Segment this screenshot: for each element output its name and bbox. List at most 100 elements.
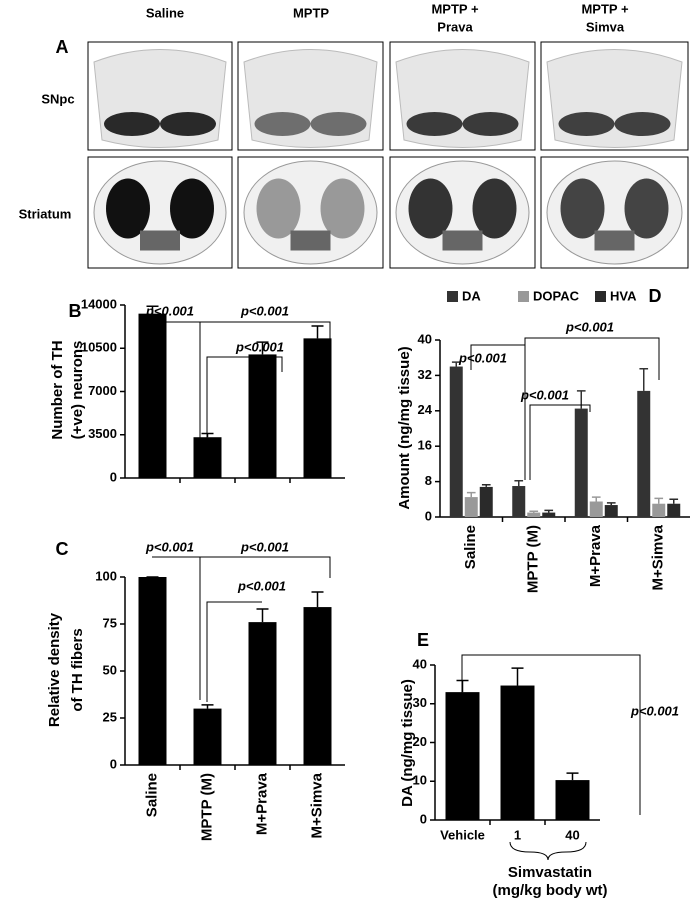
significance-bracket xyxy=(461,654,641,815)
annotation: p<0.001 xyxy=(240,303,289,318)
bar xyxy=(652,503,666,517)
significance-bracket xyxy=(524,337,660,380)
snpc xyxy=(310,112,367,136)
error-bar xyxy=(146,305,159,314)
striatum xyxy=(320,178,365,239)
snpc xyxy=(160,112,216,136)
y-axis-label: Number of TH xyxy=(49,340,66,439)
bar xyxy=(303,607,332,765)
snpc xyxy=(104,112,160,136)
annotation: p<0.001 xyxy=(240,539,289,554)
column-header: MPTP + xyxy=(581,1,628,16)
row-label: SNpc xyxy=(41,91,74,106)
snpc xyxy=(614,112,671,136)
annotation: p<0.001 xyxy=(458,350,507,365)
striatum xyxy=(560,178,605,239)
row-label: Striatum xyxy=(19,206,72,221)
panel-label: B xyxy=(69,301,82,321)
x-axis-label: Simvastatin xyxy=(508,864,592,881)
bar xyxy=(527,512,541,517)
error-bar xyxy=(256,608,269,623)
x-tick-label: MPTP (M) xyxy=(525,525,542,593)
y-tick-label: 0 xyxy=(110,469,117,484)
bar xyxy=(193,708,222,765)
legend-label: DOPAC xyxy=(533,288,580,303)
y-axis-label: (+ve) neurons xyxy=(69,341,86,440)
column-header: Saline xyxy=(146,5,184,20)
y-tick-label: 30 xyxy=(413,695,427,710)
x-tick-label: Saline xyxy=(143,773,160,817)
error-bar xyxy=(256,341,269,355)
legend-label: DA xyxy=(462,288,481,303)
legend-label: HVA xyxy=(610,288,637,303)
striatum xyxy=(472,178,517,239)
error-bar xyxy=(311,325,324,339)
x-tick-label: 40 xyxy=(565,827,579,842)
y-tick-label: 8 xyxy=(425,473,432,488)
annotation: p<0.001 xyxy=(630,703,679,718)
error-bar xyxy=(451,361,461,367)
y-tick-label: 40 xyxy=(418,331,432,346)
y-tick-label: 16 xyxy=(418,438,432,453)
significance-bracket xyxy=(529,404,591,480)
significance-bracket xyxy=(206,601,262,702)
brace xyxy=(509,841,587,861)
y-tick-label: 24 xyxy=(418,402,433,417)
midbrain xyxy=(594,230,635,251)
error-bar xyxy=(566,772,579,781)
significance-bracket xyxy=(151,321,201,455)
striatum xyxy=(624,178,669,239)
error-bar xyxy=(311,591,324,608)
bar xyxy=(479,486,493,517)
panel-label: C xyxy=(56,539,69,559)
y-tick-label: 20 xyxy=(413,734,427,749)
y-axis-label: DA (ng/mg tissue) xyxy=(399,679,416,807)
annotation: p<0.001 xyxy=(565,319,614,334)
y-tick-label: 10500 xyxy=(81,340,117,355)
bar xyxy=(303,338,332,478)
significance-bracket xyxy=(470,344,526,480)
x-tick-label: Vehicle xyxy=(440,827,485,842)
y-tick-label: 0 xyxy=(425,508,432,523)
error-bar xyxy=(654,497,664,504)
column-header: MPTP xyxy=(293,5,329,20)
bar xyxy=(667,503,681,517)
midbrain xyxy=(290,230,331,251)
column-header: MPTP + xyxy=(431,1,478,16)
error-bar xyxy=(669,498,679,504)
error-bar xyxy=(591,496,601,502)
x-axis-label: (mg/kg body wt) xyxy=(493,882,608,899)
y-tick-label: 0 xyxy=(110,756,117,771)
significance-bracket xyxy=(200,321,331,350)
legend-swatch xyxy=(595,291,606,302)
panel-label: D xyxy=(649,286,662,306)
tissue xyxy=(546,49,683,148)
bar xyxy=(555,780,590,820)
error-bar xyxy=(201,704,214,709)
annotation: p<0.001 xyxy=(237,578,286,593)
striatum xyxy=(106,178,150,239)
column-header: Prava xyxy=(437,19,473,34)
bar xyxy=(449,366,463,517)
y-tick-label: 32 xyxy=(418,367,432,382)
error-bar xyxy=(544,509,554,513)
midbrain xyxy=(442,230,483,251)
legend-swatch xyxy=(518,291,529,302)
x-tick-label: M+Prava xyxy=(253,772,270,835)
y-tick-label: 50 xyxy=(103,662,117,677)
bar xyxy=(500,685,535,820)
snpc xyxy=(558,112,615,136)
bar xyxy=(445,692,480,820)
annotation: p<0.001 xyxy=(235,339,284,354)
column-header: Simva xyxy=(586,19,625,34)
error-bar xyxy=(481,483,491,487)
striatum xyxy=(170,178,214,239)
error-bar xyxy=(606,502,616,506)
bar xyxy=(248,354,277,478)
panel-label: A xyxy=(56,37,69,57)
bar xyxy=(542,512,556,517)
y-tick-label: 25 xyxy=(103,709,117,724)
panel-label: E xyxy=(417,630,429,650)
y-tick-label: 3500 xyxy=(88,426,117,441)
